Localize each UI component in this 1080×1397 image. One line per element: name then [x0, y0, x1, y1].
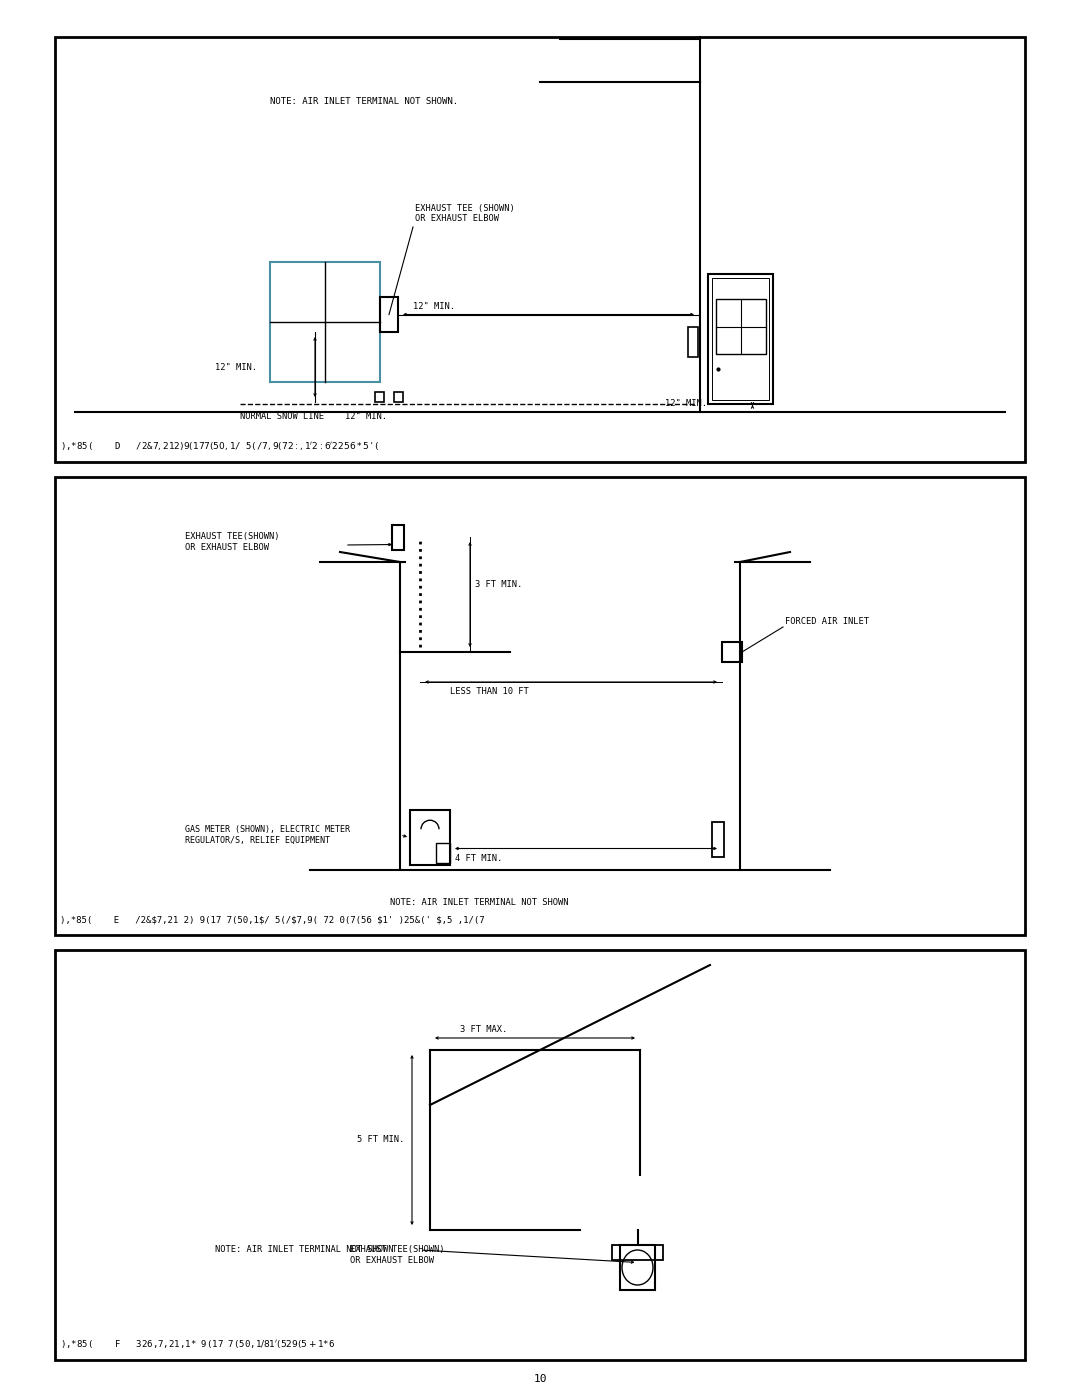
Bar	[620, 1245, 654, 1289]
Text: FORCED AIR INLET: FORCED AIR INLET	[785, 617, 869, 626]
Bar	[375, 393, 384, 402]
Bar	[612, 1245, 663, 1260]
Text: ),*85(    D   /2&$7,21 2) 9(17 7(50,1$/ 5(/$7,9( 72 :,1'2:6  '2256  *5$'(: ),*85( D /2&$7,21 2) 9(17 7(50,1$/ 5(/$7…	[60, 440, 380, 453]
Text: 3 FT MIN.: 3 FT MIN.	[475, 580, 523, 590]
Bar	[55, 36, 1025, 462]
Text: 4 FT MIN.: 4 FT MIN.	[455, 854, 502, 863]
Text: NORMAL SNOW LINE    12" MIN.: NORMAL SNOW LINE 12" MIN.	[240, 412, 387, 420]
Text: ),*85(    E   /2&$7,21 2) 9(17 7(50,1$/ 5(/$7,9( 72 0(7(56 $1' )25&(' $,5 ,1/(7: ),*85( E /2&$7,21 2) 9(17 7(50,1$/ 5(/$7…	[60, 916, 485, 925]
Bar	[55, 950, 1025, 1361]
Bar	[55, 476, 1025, 935]
Bar	[688, 327, 698, 358]
Bar	[380, 298, 399, 332]
Text: NOTE: AIR INLET TERMINAL NOT SHOWN: NOTE: AIR INLET TERMINAL NOT SHOWN	[390, 898, 568, 907]
Bar	[723, 643, 742, 662]
Bar	[392, 524, 404, 549]
Bar	[708, 274, 773, 404]
Text: GAS METER (SHOWN), ELECTRIC METER
REGULATOR/S, RELIEF EQUIPMENT: GAS METER (SHOWN), ELECTRIC METER REGULA…	[185, 826, 350, 845]
Bar	[436, 842, 450, 863]
Bar	[712, 821, 724, 856]
Text: 12" MIN.: 12" MIN.	[665, 400, 707, 408]
Text: 12" MIN.: 12" MIN.	[413, 302, 455, 312]
Text: NOTE: AIR INLET TERMINAL NOT SHOWN: NOTE: AIR INLET TERMINAL NOT SHOWN	[215, 1245, 393, 1255]
Bar	[270, 263, 380, 381]
Text: 5 FT MIN.: 5 FT MIN.	[357, 1136, 404, 1144]
Text: EXHAUST TEE (SHOWN)
OR EXHAUST ELBOW: EXHAUST TEE (SHOWN) OR EXHAUST ELBOW	[415, 204, 515, 224]
Text: 10: 10	[534, 1375, 546, 1384]
Text: LESS THAN 10 FT: LESS THAN 10 FT	[450, 687, 529, 697]
Bar	[712, 278, 769, 400]
Text: ),*85(    F   326,7,21,1* 9(17 7(50,1$/ 81'(5 29(5+$1*6: ),*85( F 326,7,21,1* 9(17 7(50,1$/ 81'(5…	[60, 1338, 335, 1350]
Bar	[394, 393, 403, 402]
Text: EXHAUST TEE(SHOWN)
OR EXHAUST ELBOW: EXHAUST TEE(SHOWN) OR EXHAUST ELBOW	[350, 1245, 445, 1264]
Text: 12" MIN.: 12" MIN.	[215, 362, 257, 372]
Bar	[716, 299, 766, 353]
Text: NOTE: AIR INLET TERMINAL NOT SHOWN.: NOTE: AIR INLET TERMINAL NOT SHOWN.	[270, 96, 458, 106]
Bar	[410, 810, 450, 865]
Text: 3 FT MAX.: 3 FT MAX.	[460, 1025, 508, 1035]
Text: EXHAUST TEE(SHOWN)
OR EXHAUST ELBOW: EXHAUST TEE(SHOWN) OR EXHAUST ELBOW	[185, 532, 280, 552]
